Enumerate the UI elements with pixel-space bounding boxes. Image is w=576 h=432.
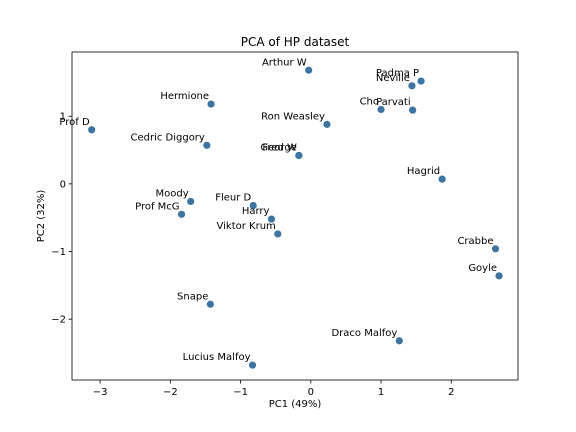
point-label: Snape [177, 291, 208, 302]
scatter-point [495, 272, 503, 280]
y-tick-label: 1 [60, 112, 66, 123]
scatter-point [274, 230, 282, 238]
x-tick-label: 1 [378, 387, 384, 398]
point-label: Hermione [160, 91, 209, 102]
point-label: Ron Weasley [261, 111, 325, 122]
point-label: Draco Malfoy [331, 328, 397, 339]
scatter-point [203, 141, 211, 149]
scatter-point [295, 151, 303, 160]
scatter-point [249, 201, 257, 210]
scatter-point [491, 245, 500, 253]
scatter-point [438, 175, 446, 183]
point-label: Neville [376, 73, 410, 84]
scatter-point [409, 106, 417, 114]
point-label: Crabbe [457, 236, 493, 247]
chart-title: PCA of HP dataset [241, 35, 350, 49]
scatter-point [88, 126, 96, 134]
scatter-point [323, 120, 331, 128]
scatter-point [177, 210, 186, 218]
point-label: Prof D [59, 117, 90, 128]
plot-area-frame [71, 51, 519, 381]
point-label: Cho [360, 96, 379, 107]
scatter-point [395, 337, 403, 345]
x-tick-label: −1 [233, 387, 248, 398]
y-tick-label: −1 [51, 247, 66, 258]
y-axis-label: PC2 (32%) [36, 190, 47, 243]
scatter-point [206, 300, 214, 308]
x-tick-label: −3 [93, 387, 108, 398]
point-label: Lucius Malfoy [183, 352, 251, 363]
point-label: Prof McG [135, 201, 179, 212]
scatter-point [417, 77, 425, 85]
point-label: Parvati [376, 97, 411, 108]
x-tick-label: 0 [308, 387, 314, 398]
point-label: Cedric Diggory [130, 132, 204, 143]
point-label: Arthur W [262, 57, 307, 68]
x-tick-label: −2 [163, 387, 178, 398]
scatter-point [187, 197, 195, 206]
scatter-point [267, 215, 276, 223]
point-label: Viktor Krum [217, 221, 276, 232]
point-label: Fleur D [215, 193, 251, 204]
point-label: George [260, 142, 296, 153]
y-tick-label: −2 [51, 315, 66, 326]
point-label: Moody [156, 188, 189, 199]
point-label: Fred W [262, 142, 297, 153]
scatter-point [207, 100, 215, 108]
point-label: Padma P [376, 68, 419, 79]
scatter-point [305, 66, 313, 74]
y-tick-label: 0 [60, 179, 66, 190]
scatter-point [377, 105, 385, 114]
x-axis-label: PC1 (49%) [269, 399, 322, 410]
point-label: Hagrid [407, 166, 440, 177]
x-tick-label: 2 [448, 387, 454, 398]
point-label: Harry [242, 206, 270, 217]
scatter-point [408, 82, 416, 90]
scatter-point [248, 361, 257, 369]
point-label: Goyle [468, 263, 497, 274]
